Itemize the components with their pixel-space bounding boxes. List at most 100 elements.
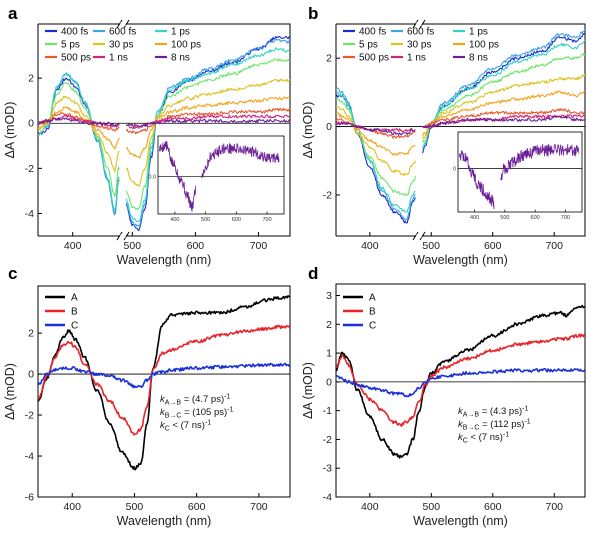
rate-value: = (4.3 ps) — [479, 406, 522, 417]
legend-entry: C — [71, 321, 78, 332]
series-group — [336, 304, 585, 459]
x-tick-label: 700 — [545, 240, 563, 252]
x-axis-label: Wavelength (nm) — [117, 253, 212, 267]
rate-constants: kA→B = (4.7 ps)-1kB→C = (105 ps)-1kC < (… — [160, 394, 234, 433]
series-group — [336, 29, 585, 224]
break-slash — [419, 19, 426, 29]
legend-entry: A — [369, 293, 376, 304]
inset-x-tick-label: 700 — [561, 215, 570, 221]
rate-constants: kA→B = (4.3 ps)-1kB→C = (112 ps)-1kC < (… — [458, 406, 531, 445]
legend-entry: 400 fs — [61, 27, 88, 38]
plot-frame — [38, 23, 291, 237]
x-ticks: 400 500 600 700 — [64, 232, 267, 252]
rate-superscript: -1 — [227, 407, 233, 414]
inset-frame — [157, 135, 285, 215]
legend-entry: 5 ps — [61, 40, 80, 51]
legend-entry: 600 fs — [407, 27, 434, 38]
x-tick-label: 600 — [188, 501, 206, 513]
break-slash — [123, 231, 130, 241]
legend-entry: 1 ns — [407, 53, 426, 64]
legend-entry: C — [369, 321, 376, 332]
y-tick-label: 0 — [28, 369, 34, 381]
y-tick-label: -2 — [323, 434, 332, 446]
rate-constant-label: kA→B = (4.3 ps)-1 — [458, 406, 528, 419]
legend-entry: B — [369, 307, 376, 318]
x-tick-label: 700 — [250, 501, 268, 513]
x-tick-label: 700 — [545, 501, 563, 513]
y-axis-label: ΔA (mOD) — [301, 102, 315, 159]
series-line-C — [38, 362, 290, 389]
y-tick-label: -2 — [323, 189, 332, 201]
rate-constant-label: kC < (7 ns)-1 — [458, 432, 509, 445]
inset-y-tick-label: 0 — [453, 166, 456, 172]
x-tick-label: 600 — [484, 240, 502, 252]
rate-subscript: A→B — [463, 412, 480, 419]
y-axis-label: ΔA (mOD) — [3, 363, 17, 420]
legend-entry: 1 ns — [109, 53, 128, 64]
x-tick-label: 500 — [124, 240, 142, 252]
rate-superscript: -1 — [522, 406, 528, 413]
series-group — [38, 295, 290, 471]
rate-k: k — [458, 432, 464, 443]
y-tick-label: 0 — [326, 376, 332, 388]
x-tick-label: 700 — [250, 240, 268, 252]
break-slash — [419, 231, 426, 241]
x-tick-label: 500 — [126, 501, 144, 513]
series-line-1-ps — [336, 39, 585, 213]
axis-break-marks — [116, 19, 130, 241]
legend-entry: A — [71, 293, 78, 304]
series-line-B — [336, 333, 585, 427]
y-axis-label: ΔA (mOD) — [3, 102, 17, 159]
panel-label-d: d — [308, 264, 318, 283]
x-axis-label: Wavelength (nm) — [117, 514, 212, 528]
series-line-100-ps — [336, 90, 585, 156]
break-slash — [116, 231, 123, 241]
y-tick-label: 0 — [28, 118, 34, 130]
rate-k: k — [160, 420, 166, 431]
break-slash — [412, 231, 419, 241]
rate-subscript: C — [463, 438, 468, 445]
series-line-30-ps — [38, 78, 290, 187]
legend-entry: 100 ps — [171, 40, 201, 51]
series-line-8-ns — [336, 115, 585, 136]
break-slash — [116, 19, 123, 29]
x-tick-label: 400 — [63, 501, 81, 513]
panel-a: a 400 500 600 700 -4 -2 0 2 Wavelength (nm) ΔA (mO… — [3, 4, 291, 267]
x-tick-label: 500 — [422, 240, 440, 252]
break-slash — [123, 19, 130, 29]
rate-value: = (4.7 ps) — [181, 394, 224, 405]
y-tick-label: 0 — [326, 121, 332, 133]
series-line-8-ns — [38, 117, 290, 128]
rate-k: k — [160, 394, 166, 405]
y-tick-label: -4 — [25, 208, 34, 220]
inset-plot: 0 400 500 600 700 — [453, 131, 583, 221]
series-line-A — [38, 295, 290, 471]
y-ticks: -4 -3 -2 -1 0 1 2 3 — [323, 290, 340, 504]
plot-frame — [336, 23, 586, 237]
rate-k: k — [458, 419, 464, 430]
panel-label-b: b — [308, 4, 318, 23]
legend: 400 fs 600 fs 1 ps 5 ps 30 ps 100 ps 500 ps 1 n… — [343, 27, 499, 64]
legend-entry: 100 ps — [469, 40, 499, 51]
inset-x-tick-label: 500 — [201, 217, 210, 223]
legend-entry: 500 ps — [61, 53, 91, 64]
rate-superscript: -1 — [524, 419, 530, 426]
panel-label-a: a — [8, 4, 18, 23]
break-gap — [120, 234, 126, 238]
break-gap — [416, 22, 422, 26]
x-tick-label: 500 — [423, 501, 441, 513]
y-tick-label: 2 — [326, 319, 332, 331]
rate-subscript: A→B — [165, 400, 182, 407]
panel-d: d 400 500 600 700 -4 -3 -2 -1 0 1 2 3 Wavelength (nm)… — [301, 264, 586, 528]
x-axis-label: Wavelength (nm) — [413, 514, 508, 528]
inset-x-tick-label: 500 — [500, 215, 509, 221]
y-tick-label: -4 — [323, 492, 332, 504]
x-axis-label: Wavelength (nm) — [413, 253, 508, 267]
series-line-30-ps — [336, 74, 585, 176]
plot-frame — [335, 283, 586, 498]
x-tick-label: 400 — [361, 240, 379, 252]
x-tick-label: 400 — [361, 501, 379, 513]
legend-entry: 8 ns — [469, 53, 488, 64]
x-tick-label: 400 — [64, 240, 82, 252]
legend-entry: 30 ps — [109, 40, 133, 51]
